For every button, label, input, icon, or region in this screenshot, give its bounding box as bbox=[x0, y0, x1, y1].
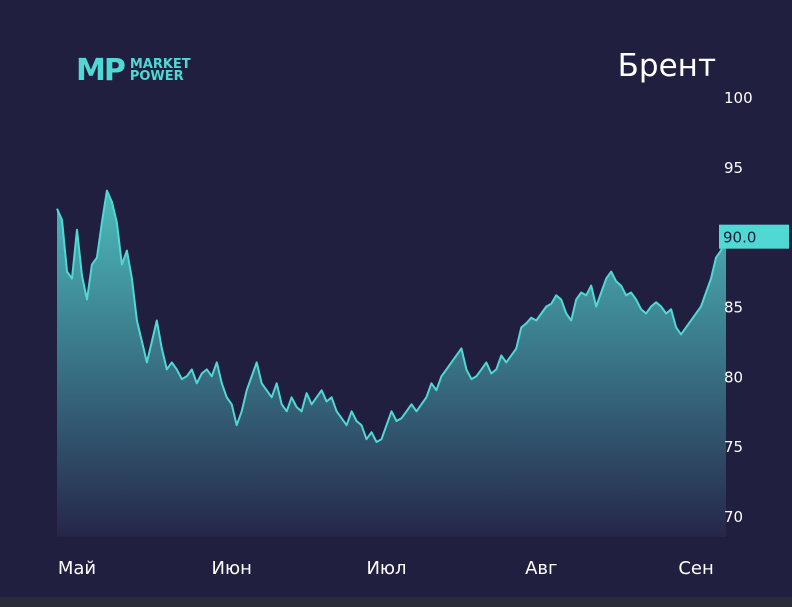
x-tick-label: Май bbox=[58, 558, 96, 579]
x-tick-label: Июн bbox=[212, 558, 252, 579]
logo-word-1: MARKET bbox=[129, 57, 191, 72]
market-power-logo: MP MARKET POWER bbox=[76, 53, 191, 88]
y-tick-label: 70 bbox=[724, 508, 743, 526]
y-tick-label: 85 bbox=[724, 299, 743, 317]
y-tick-label: 95 bbox=[724, 159, 743, 177]
y-tick-label: 75 bbox=[724, 438, 743, 456]
last-value-badge bbox=[719, 224, 789, 249]
y-tick-label: 100 bbox=[724, 89, 753, 107]
logo-wordmark: MARKET POWER bbox=[129, 57, 191, 84]
price-area-fill bbox=[57, 190, 726, 537]
logo-mark: MP bbox=[76, 53, 126, 88]
price-line bbox=[56, 189, 727, 443]
x-tick-label: Авг bbox=[525, 558, 557, 579]
x-tick-label: Сен bbox=[678, 558, 713, 579]
chart-title: Брент bbox=[617, 48, 716, 84]
last-value-label: 90.0 bbox=[723, 229, 756, 247]
logo-word-2: POWER bbox=[129, 69, 184, 84]
y-tick-label: 80 bbox=[724, 368, 743, 386]
bottom-strip bbox=[0, 597, 792, 607]
x-tick-label: Июл bbox=[366, 558, 406, 579]
